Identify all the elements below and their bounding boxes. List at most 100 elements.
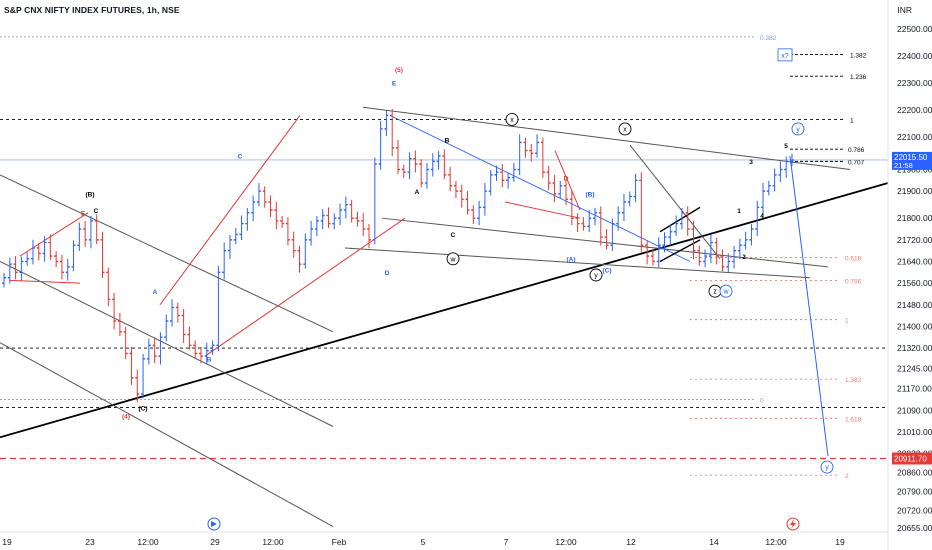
wave-label: (5) — [395, 67, 403, 74]
trend-line — [9, 279, 81, 284]
y-tick-label: 21480.00 — [897, 300, 932, 310]
fib-level-label: 1.618 — [845, 416, 862, 423]
wave-label: x? — [781, 53, 789, 60]
y-tick-label: 20860.00 — [897, 467, 932, 477]
y-tick-label: 21640.00 — [897, 256, 932, 266]
wave-label-circle — [589, 268, 603, 282]
wave-label: (B) — [85, 192, 94, 199]
trend-line — [389, 114, 691, 262]
y-tick-label: 20790.00 — [897, 486, 932, 496]
wave-label: 2 — [742, 254, 746, 261]
fib-level-label: 0.707 — [848, 159, 865, 166]
wave-label: (A) — [566, 256, 575, 263]
wave-label: (B) — [585, 192, 594, 199]
wave-label: x — [623, 126, 627, 133]
fib-level-label: 0.786 — [845, 278, 862, 285]
x-tick-label: 23 — [85, 537, 95, 547]
wave-label: z — [713, 289, 717, 296]
y-tick-label: 22200.00 — [897, 105, 932, 115]
y-tick-label: 22400.00 — [897, 51, 932, 61]
y-tick-label: 22500.00 — [897, 24, 932, 34]
wave-label: y — [825, 465, 829, 472]
wave-label: A — [415, 189, 420, 196]
x-tick-label: 14 — [709, 537, 719, 547]
y-tick-label: 22100.00 — [897, 132, 932, 142]
y-tick-label: 21900.00 — [897, 186, 932, 196]
trend-line — [204, 217, 406, 357]
wave-label: 3 — [749, 159, 753, 166]
replay-icon[interactable] — [207, 517, 221, 531]
x-tick-label: 12:00 — [137, 537, 159, 547]
x-tick-label: 7 — [504, 537, 509, 547]
wave-label: 4 — [760, 213, 764, 220]
trend-line — [629, 144, 721, 260]
y-tick-label: 21320.00 — [897, 343, 932, 353]
wave-label-circle — [820, 460, 834, 474]
trend-line — [504, 201, 581, 219]
x-tick-label: 19 — [2, 537, 12, 547]
fib-level-label: 0.618 — [845, 255, 862, 262]
wave-label: (C) — [138, 405, 147, 412]
trend-line — [789, 155, 829, 457]
wave-label: D — [564, 175, 569, 182]
wave-label: y — [594, 273, 598, 280]
target-price-badge — [892, 452, 932, 465]
y-tick-label: 22300.00 — [897, 78, 932, 88]
x-tick-label: 12 — [626, 537, 636, 547]
trend-line — [381, 217, 829, 268]
wave-label: E — [392, 81, 397, 88]
fib-level-label: 1.382 — [845, 377, 862, 384]
trend-line — [554, 150, 581, 211]
fib-level-label: 2 — [845, 473, 849, 480]
chart-title: S&P CNX NIFTY INDEX FUTURES, 1h, NSE — [4, 5, 180, 15]
wave-label: C — [94, 208, 99, 215]
fib-level-label: 0.382 — [760, 35, 777, 42]
y-tick-label: 21090.00 — [897, 405, 932, 415]
wave-label: E — [81, 210, 86, 217]
fib-level-label: 1 — [850, 117, 854, 124]
y-tick-label: 21245.00 — [897, 363, 932, 373]
wave-label: C — [451, 232, 456, 239]
y-tick-label: 20720.00 — [897, 505, 932, 515]
fib-level-label: 0.786 — [848, 147, 865, 154]
current-price-badge — [892, 151, 932, 170]
x-tick-label: 29 — [210, 537, 220, 547]
wave-label: B — [207, 357, 212, 364]
wave-label: B — [445, 137, 450, 144]
wave-label-box — [777, 48, 793, 62]
y-tick-label: 21400.00 — [897, 321, 932, 331]
trend-line — [659, 206, 701, 233]
y-tick-label: 21170.00 — [897, 384, 932, 394]
wave-label: C — [238, 154, 243, 161]
x-tick-label: Feb — [332, 537, 347, 547]
wave-label-circle — [719, 284, 733, 298]
fib-level-label: 0 — [760, 397, 764, 404]
fib-level-label: 1.236 — [850, 74, 867, 81]
wave-label-circle — [446, 252, 460, 266]
wave-label: 1 — [737, 208, 741, 215]
wave-label: 5 — [784, 143, 788, 150]
x-tick-label: 12:00 — [765, 537, 787, 547]
replay-icon-glyph — [211, 521, 217, 527]
trend-line — [0, 261, 334, 427]
wave-label: (4) — [122, 413, 130, 420]
wave-label: x — [510, 117, 514, 124]
x-tick-label: 12:00 — [262, 537, 284, 547]
y-tick-label: 21010.00 — [897, 427, 932, 437]
trend-line — [344, 247, 811, 279]
y-tick-label: 20655.00 — [897, 523, 932, 533]
wave-label: (C) — [602, 267, 611, 274]
wave-label: D — [385, 270, 390, 277]
wave-label: A — [153, 289, 158, 296]
fib-level-label: 1.382 — [850, 53, 867, 60]
target-price-value: 20911.70 — [894, 454, 927, 463]
fib-level-label: 1 — [845, 318, 849, 325]
y-tick-label: 21560.00 — [897, 278, 932, 288]
lightning-icon-glyph — [790, 519, 796, 529]
current-price-time: 21:58 — [894, 161, 913, 170]
trend-line — [19, 212, 89, 257]
x-tick-label: 5 — [421, 537, 426, 547]
lightning-icon[interactable] — [786, 517, 800, 531]
